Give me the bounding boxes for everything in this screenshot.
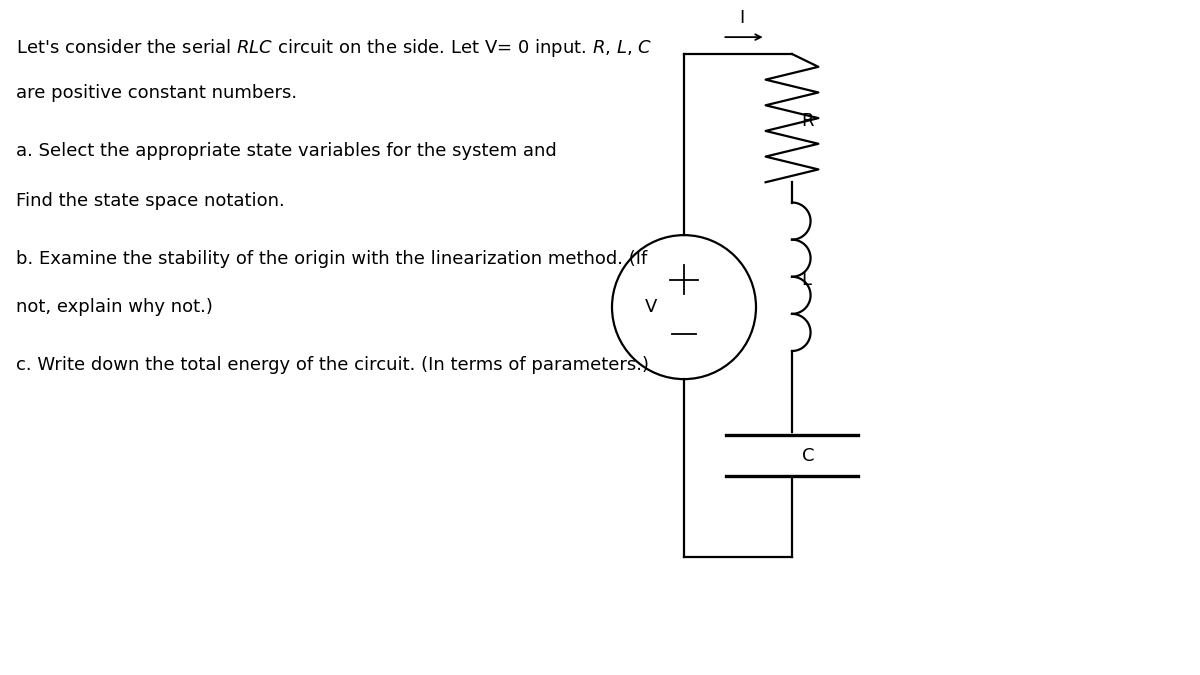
Text: b. Examine the stability of the origin with the linearization method. (If: b. Examine the stability of the origin w… [16, 250, 647, 268]
Text: V: V [646, 298, 658, 316]
Text: C: C [802, 447, 814, 464]
Text: L: L [802, 271, 811, 289]
Text: a. Select the appropriate state variables for the system and: a. Select the appropriate state variable… [16, 142, 557, 160]
Text: are positive constant numbers.: are positive constant numbers. [16, 84, 296, 103]
Text: not, explain why not.): not, explain why not.) [16, 298, 212, 317]
Text: c. Write down the total energy of the circuit. (In terms of parameters.): c. Write down the total energy of the ci… [16, 356, 649, 375]
Text: Find the state space notation.: Find the state space notation. [16, 192, 284, 211]
Text: R: R [802, 113, 814, 130]
Text: Let's consider the serial $RLC$ circuit on the side. Let V= 0 input. $R$, $L$, $: Let's consider the serial $RLC$ circuit … [16, 37, 652, 59]
Text: I: I [739, 9, 744, 27]
